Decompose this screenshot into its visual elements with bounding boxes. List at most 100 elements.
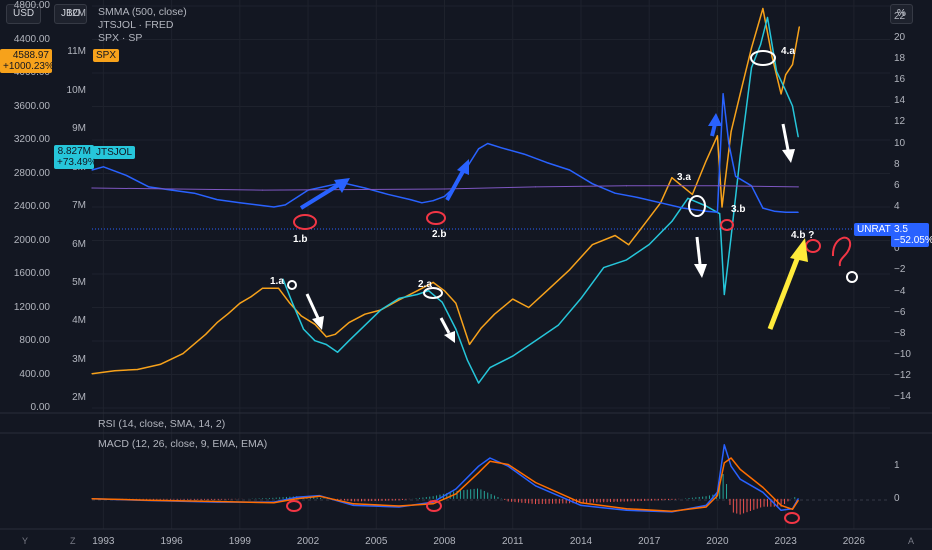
note-3b[interactable]: 3.b	[731, 204, 746, 215]
red-circle-2b[interactable]	[426, 211, 446, 225]
grid	[92, 0, 890, 529]
point-unrate	[660, 202, 662, 204]
time-axis-tick: 2014	[569, 536, 593, 547]
point-signal	[723, 462, 725, 464]
point-jtsjol	[687, 197, 689, 199]
point-jtsjol	[750, 67, 753, 69]
red-circle-macd-2[interactable]	[426, 500, 442, 512]
white-arrow-3-shaft[interactable]	[695, 236, 702, 265]
point-spx	[705, 160, 707, 162]
right-axis-tick: 0	[894, 243, 900, 255]
point-spx	[334, 333, 336, 335]
point-jtsjol	[455, 328, 457, 330]
point-signal	[432, 503, 434, 505]
point-spx	[289, 302, 291, 304]
point-spx	[785, 74, 787, 76]
point-spx	[780, 93, 782, 95]
point-spx	[348, 322, 350, 324]
time-axis-tick: 2005	[365, 536, 388, 547]
macd-pane-label[interactable]: MACD (12, 26, close, 9, EMA, EMA)	[98, 438, 268, 450]
note-1a[interactable]: 1.a	[270, 276, 284, 287]
point-spx	[443, 290, 446, 292]
time-axis-tick: 1996	[160, 536, 183, 547]
rsi-pane-label[interactable]: RSI (14, close, SMA, 14, 2)	[98, 418, 226, 430]
series-line-smma-500-close[interactable]	[91, 185, 799, 191]
note-3a[interactable]: 3.a	[677, 172, 691, 183]
point-jtsjol	[730, 236, 732, 238]
time-axis-tick: 1999	[228, 536, 251, 547]
percent-scale-button[interactable]: %	[890, 4, 913, 24]
point-spx	[262, 287, 264, 289]
log-scale-icon[interactable]: Y	[22, 536, 29, 546]
white-arrow-1-shaft[interactable]	[305, 293, 320, 319]
point-macd	[352, 504, 355, 506]
point-unrate	[193, 192, 195, 194]
blue-arrow-2-shaft[interactable]	[445, 170, 465, 201]
point-smma-500-close	[262, 189, 264, 191]
red-circle-1b[interactable]	[293, 214, 317, 230]
point-unrate	[432, 200, 434, 202]
point-signal	[296, 498, 298, 500]
white-arrow-2-head[interactable]	[444, 331, 455, 343]
yellow-arrow-shaft[interactable]	[767, 253, 802, 330]
right-axis-tick: −2	[894, 264, 906, 276]
currency-button[interactable]: USD	[6, 4, 42, 24]
point-unrate	[569, 169, 571, 171]
drawings[interactable]	[286, 50, 858, 524]
series-line-macd[interactable]	[91, 444, 799, 513]
red-circle-3b[interactable]	[720, 219, 734, 231]
blue-arrow-3-head[interactable]	[708, 113, 722, 126]
time-axis-tick: 1993	[92, 536, 115, 547]
white-circle-1a[interactable]	[287, 280, 297, 290]
note-4a[interactable]: 4.a	[781, 46, 795, 57]
series-line-signal[interactable]	[91, 457, 799, 513]
white-circle-2a[interactable]	[423, 287, 443, 299]
blue-arrow-2-head[interactable]	[457, 159, 469, 175]
red-question-mark[interactable]	[831, 236, 852, 267]
white-arrow-1-head[interactable]	[312, 316, 324, 330]
red-circle-4b[interactable]	[805, 239, 821, 253]
note-2a[interactable]: 2.a	[418, 279, 432, 290]
white-arrow-2-shaft[interactable]	[439, 317, 451, 334]
white-circle-3a[interactable]	[688, 195, 706, 217]
right-axis-tick: 14	[894, 95, 906, 107]
yellow-arrow-head[interactable]	[790, 238, 808, 262]
point-jtsjol	[785, 90, 787, 92]
white-circle-4a[interactable]	[750, 50, 776, 66]
red-circle-macd-1[interactable]	[286, 500, 302, 512]
point-spx	[480, 327, 482, 329]
point-signal	[148, 499, 150, 501]
point-unrate	[102, 166, 104, 168]
note-1b[interactable]: 1.b	[293, 234, 308, 245]
point-unrate	[523, 153, 525, 155]
red-circle-macd-3[interactable]	[784, 512, 800, 524]
legend-jtsjol[interactable]: JTSJOL · FRED	[98, 19, 174, 31]
zoom-reset-icon[interactable]: Z	[70, 536, 76, 546]
white-arrow-3-head[interactable]	[694, 264, 707, 278]
auto-scale-icon[interactable]: A	[908, 536, 915, 546]
series-line-spx[interactable]	[91, 7, 801, 375]
point-jtsjol	[671, 220, 673, 222]
white-arrow-4-shaft[interactable]	[781, 123, 790, 151]
right-axis-tick: 18	[894, 52, 906, 64]
arrows[interactable]	[299, 113, 808, 343]
white-question-dot[interactable]	[846, 271, 858, 283]
white-arrow-4-head[interactable]	[782, 149, 795, 163]
point-spx	[432, 281, 434, 283]
point-signal	[730, 457, 732, 459]
series-line-jtsjol[interactable]	[282, 16, 799, 384]
legend-smma[interactable]: SMMA (500, close)	[98, 6, 187, 18]
note-4b[interactable]: 4.b ?	[791, 230, 815, 241]
point-jtsjol	[723, 293, 725, 296]
point-spx	[771, 55, 773, 57]
point-smma-500-close	[797, 186, 799, 188]
left-axis-tick: 2400.00	[13, 201, 50, 212]
point-jtsjol	[603, 267, 605, 269]
note-2b[interactable]: 2.b	[432, 229, 447, 240]
unrate-value: 3.5	[894, 224, 908, 235]
legend-spx[interactable]: SPX · SP	[98, 32, 143, 44]
blue-arrow-1-shaft[interactable]	[299, 182, 342, 210]
blue-arrow-1-head[interactable]	[334, 178, 350, 193]
jbo-button[interactable]: JBO	[54, 4, 88, 24]
